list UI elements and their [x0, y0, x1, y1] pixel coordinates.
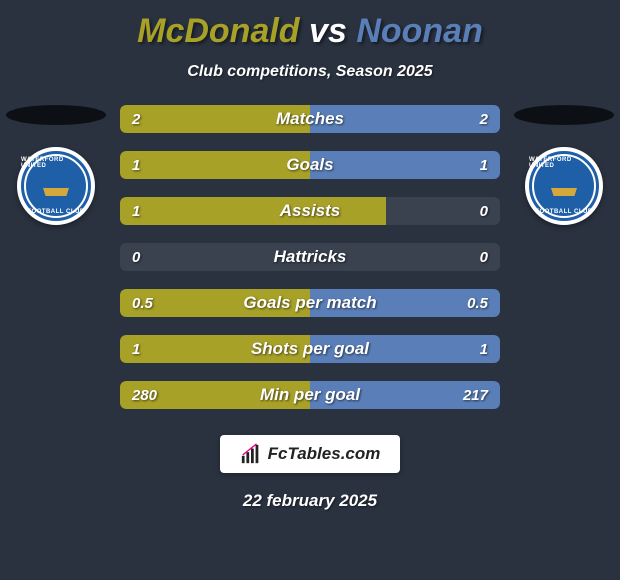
stat-label: Matches [276, 109, 344, 129]
stat-label: Shots per goal [251, 339, 369, 359]
player2-club-badge: WATERFORD UNITED FOOTBALL CLUB [525, 147, 603, 225]
stat-row: Shots per goal 1 1 [120, 335, 500, 363]
badge-text-bottom: FOOTBALL CLUB [535, 209, 592, 215]
left-player-column: WATERFORD UNITED FOOTBALL CLUB [6, 105, 106, 225]
stat-value-right: 2 [480, 111, 488, 128]
player2-name: Noonan [356, 12, 483, 50]
stat-label: Hattricks [274, 247, 347, 267]
bars-icon [240, 443, 262, 465]
stat-row: Hattricks 0 0 [120, 243, 500, 271]
badge-text-top: WATERFORD UNITED [21, 157, 91, 169]
stat-value-right: 0.5 [467, 295, 488, 312]
player1-name: McDonald [137, 12, 299, 50]
player1-photo-placeholder [6, 105, 106, 125]
left-fill [120, 151, 310, 179]
stat-label: Goals per match [243, 293, 376, 313]
stat-bars-container: Matches 2 2 Goals 1 1 Assists 1 0 Hattricks 0 0 Goal… [120, 105, 500, 409]
fctables-label: FcTables.com [268, 444, 381, 464]
ship-icon [551, 176, 577, 196]
stat-value-left: 280 [132, 387, 157, 404]
fctables-watermark: FcTables.com [220, 435, 400, 473]
stat-value-right: 217 [463, 387, 488, 404]
ship-icon [43, 176, 69, 196]
stat-value-left: 0.5 [132, 295, 153, 312]
stat-value-left: 2 [132, 111, 140, 128]
stat-value-left: 1 [132, 203, 140, 220]
player1-club-badge: WATERFORD UNITED FOOTBALL CLUB [17, 147, 95, 225]
stat-value-left: 1 [132, 157, 140, 174]
badge-text-top: WATERFORD UNITED [529, 157, 599, 169]
stat-row: Goals per match 0.5 0.5 [120, 289, 500, 317]
subtitle: Club competitions, Season 2025 [0, 63, 620, 81]
stat-label: Goals [286, 155, 333, 175]
badge-text-bottom: FOOTBALL CLUB [27, 209, 84, 215]
vs-text: vs [309, 12, 347, 50]
stat-value-right: 0 [480, 249, 488, 266]
right-fill [310, 151, 500, 179]
right-player-column: WATERFORD UNITED FOOTBALL CLUB [514, 105, 614, 225]
stat-row: Goals 1 1 [120, 151, 500, 179]
stat-value-right: 1 [480, 341, 488, 358]
stat-row: Min per goal 280 217 [120, 381, 500, 409]
stat-row: Matches 2 2 [120, 105, 500, 133]
stat-row: Assists 1 0 [120, 197, 500, 225]
stat-value-right: 1 [480, 157, 488, 174]
comparison-title: McDonald vs Noonan [0, 0, 620, 51]
stat-value-left: 0 [132, 249, 140, 266]
stat-label: Assists [280, 201, 340, 221]
stat-label: Min per goal [260, 385, 360, 405]
stat-value-left: 1 [132, 341, 140, 358]
stat-value-right: 0 [480, 203, 488, 220]
player2-photo-placeholder [514, 105, 614, 125]
date-text: 22 february 2025 [0, 491, 620, 511]
main-area: WATERFORD UNITED FOOTBALL CLUB WATERFORD… [0, 105, 620, 409]
left-fill [120, 197, 386, 225]
